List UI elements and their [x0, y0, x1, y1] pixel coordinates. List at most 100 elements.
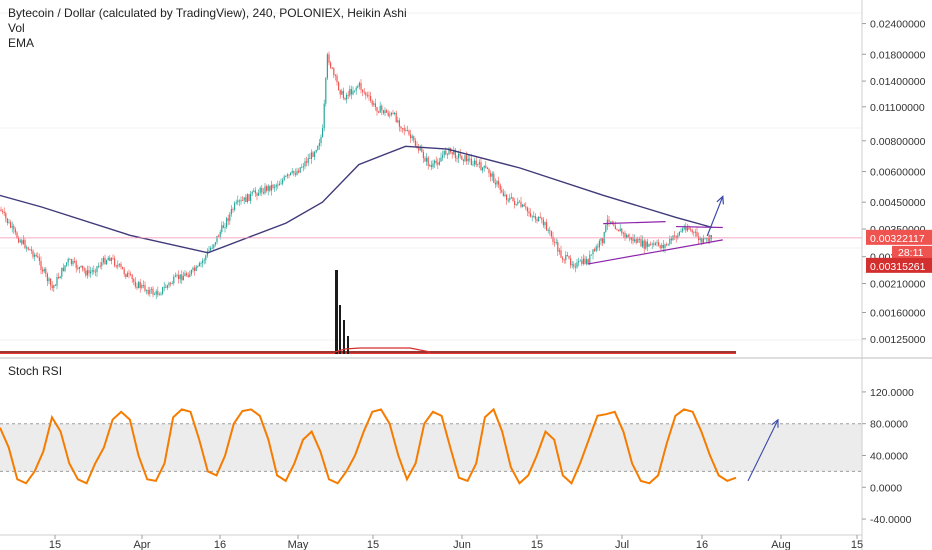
price-candle — [186, 271, 188, 277]
price-candle — [483, 165, 485, 172]
price-candle — [670, 235, 672, 245]
price-candle — [690, 226, 692, 232]
price-candle — [430, 160, 432, 171]
price-candle — [382, 109, 384, 115]
price-candle — [133, 278, 135, 286]
price-candle — [254, 186, 256, 197]
price-candle — [595, 244, 597, 253]
price-candle — [53, 284, 55, 292]
price-candle — [397, 116, 399, 124]
price-candle — [234, 201, 236, 212]
price-candle — [685, 222, 687, 234]
price-candle — [354, 90, 356, 93]
price-candle — [594, 247, 596, 252]
price-candle — [584, 255, 586, 265]
price-candle — [218, 234, 220, 237]
price-candle — [528, 207, 530, 217]
price-candle — [98, 262, 100, 269]
price-candle — [590, 254, 592, 256]
price-candle — [251, 190, 253, 197]
time-axis-label: Aug — [771, 539, 791, 550]
price-candle — [205, 254, 207, 264]
arrow-head — [771, 418, 779, 428]
price-candle — [51, 280, 53, 291]
price-candle — [0, 206, 2, 212]
price-candle — [200, 261, 202, 268]
price-candle — [482, 166, 484, 174]
price-candle — [544, 221, 546, 230]
price-candle — [360, 79, 362, 94]
drawn-arrow[interactable] — [706, 196, 724, 237]
price-candle — [238, 199, 240, 207]
price-candle — [427, 155, 429, 170]
price-candle — [194, 265, 196, 276]
price-candle — [341, 88, 343, 96]
price-candle — [434, 159, 436, 168]
price-candle — [123, 266, 125, 277]
price-candle — [253, 188, 255, 192]
time-axis-label: 15 — [531, 539, 543, 550]
price-candle — [339, 89, 341, 99]
price-candle — [283, 174, 285, 182]
price-candle — [350, 85, 352, 100]
price-candle — [370, 91, 372, 103]
price-candle — [605, 224, 607, 233]
price-candle — [171, 280, 173, 285]
price-candle — [221, 221, 223, 235]
price-axis[interactable]: 0.032000000.024000000.018000000.01400000… — [862, 0, 926, 346]
price-candle — [666, 242, 668, 247]
arrow-head — [716, 195, 724, 205]
price-candle — [32, 249, 34, 260]
price-candle — [18, 235, 20, 244]
price-candle — [338, 81, 340, 91]
price-candle — [608, 216, 610, 227]
price-candle — [45, 266, 47, 278]
volume-pane — [0, 270, 736, 354]
time-axis[interactable]: 15 Apr 16 May 15 Jun 15 Jul 16 Aug 15 — [49, 535, 863, 550]
legend-ema: EMA — [8, 36, 35, 50]
stoch-rsi-title: Stoch RSI — [8, 364, 63, 378]
price-pane[interactable] — [0, 51, 862, 299]
price-candle — [410, 129, 412, 143]
price-candle — [414, 137, 416, 147]
price-candle — [429, 163, 431, 167]
price-candle — [362, 89, 364, 97]
drawn-trendline[interactable] — [603, 221, 666, 225]
price-candle — [11, 221, 13, 233]
price-candle — [62, 263, 64, 272]
price-candle — [160, 291, 162, 296]
price-candle — [56, 273, 58, 290]
price-candle — [485, 161, 487, 169]
price-badges: 0.00322117 28:11 0.00315261 — [866, 229, 932, 273]
price-candle — [618, 229, 620, 232]
price-candle — [531, 215, 533, 222]
price-candle — [371, 99, 373, 107]
price-candle — [667, 243, 669, 247]
price-candle — [627, 233, 629, 238]
price-candle — [438, 157, 440, 166]
rsi-drawn-arrow[interactable] — [747, 419, 779, 482]
stoch-rsi-pane[interactable] — [0, 407, 862, 485]
price-candle — [376, 106, 378, 116]
price-candle — [658, 239, 660, 247]
price-candle — [139, 278, 141, 293]
price-candle — [560, 245, 562, 259]
stoch-rsi-axis[interactable]: 120.0000 80.0000 40.0000 0.0000 -40.0000 — [862, 387, 914, 526]
price-candle — [6, 218, 8, 226]
price-candle — [454, 148, 456, 162]
price-candle — [384, 107, 386, 116]
price-candle — [365, 91, 367, 100]
price-candle — [493, 171, 495, 184]
price-candle — [592, 249, 594, 260]
price-candle — [522, 203, 524, 208]
price-candle — [114, 255, 116, 268]
price-candle — [390, 111, 392, 117]
drawn-trendline[interactable] — [587, 239, 723, 265]
price-candle — [59, 275, 61, 279]
volume-spike-4 — [347, 336, 349, 354]
price-candle — [602, 237, 604, 247]
drawn-trendline[interactable] — [675, 225, 723, 229]
price-candle — [122, 266, 124, 270]
price-candle — [154, 292, 156, 296]
